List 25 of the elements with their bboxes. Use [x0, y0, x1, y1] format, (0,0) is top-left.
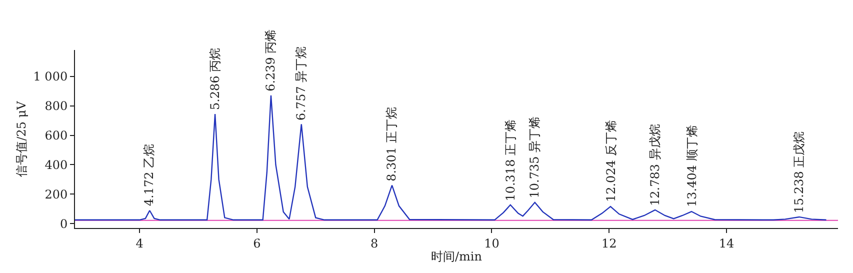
x-tick-label: 6: [253, 236, 261, 250]
x-tick-label: 12: [601, 236, 617, 250]
y-tick-label: 1 000: [33, 70, 68, 84]
annotation: 10.318 正丁烯: [503, 119, 518, 202]
annotation: 12.024 反丁烯: [604, 120, 618, 202]
annotation: 15.238 正戊烷: [792, 131, 806, 214]
y-tick-label: 200: [44, 187, 68, 202]
x-tick-label: 14: [718, 236, 734, 250]
annotation: 13.404 顺丁烯: [684, 125, 699, 208]
y-tick-label: 400: [44, 158, 68, 172]
x-tick-label: 4: [136, 236, 144, 250]
annotation: 10.735 异丁烯: [527, 116, 542, 198]
x-tick-label: 8: [370, 236, 378, 250]
annotation: 6.239 丙烯: [264, 29, 278, 92]
annotation: 6.757 异丁烷: [294, 46, 308, 121]
x-axis-title: 时间/min: [431, 249, 482, 264]
x-tick-label: 10: [484, 236, 500, 250]
annotation: 5.286 丙烷: [208, 48, 222, 110]
annotation: 4.172 乙烷: [142, 144, 156, 206]
y-tick-label: 0: [60, 216, 68, 231]
y-axis-title: 信号值/25 μV: [14, 100, 29, 177]
annotation: 8.301 正丁烷: [384, 107, 399, 182]
y-tick-label: 800: [44, 99, 68, 114]
annotation: 12.783 异戊烷: [648, 124, 662, 206]
y-tick-label: 600: [44, 128, 68, 143]
